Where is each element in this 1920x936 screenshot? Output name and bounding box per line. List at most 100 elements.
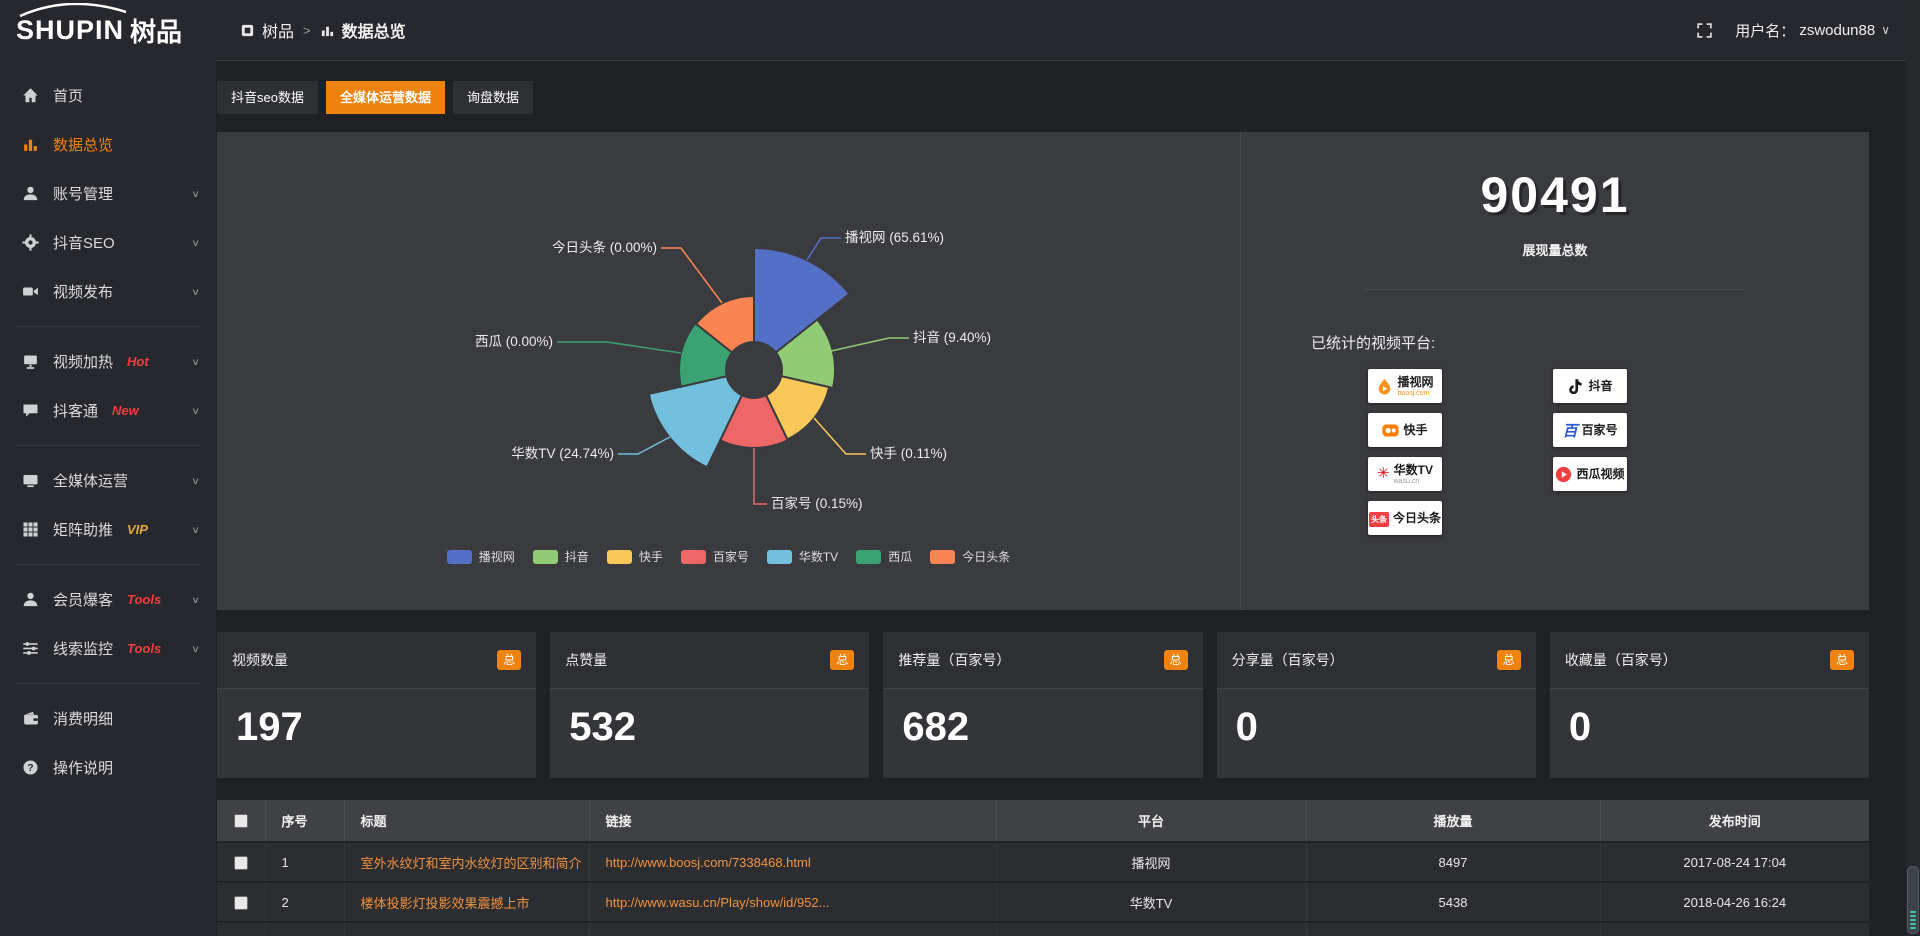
cell-title[interactable]: 室外水纹灯和室内水纹灯的区别和简介	[344, 841, 590, 882]
pie-label-line	[557, 341, 682, 354]
chart-legend: 播视网 抖音 快手 百家号 华数TV 西瓜 今日头条	[217, 548, 1240, 565]
impressions-summary: 90491 展现量总数 已统计的视频平台: 播视网 boosj.com 抖音 快手 百百…	[1240, 132, 1869, 610]
sidebar-item-douketong[interactable]: 抖客通 New ∨	[0, 386, 216, 435]
xigua-logo-icon	[1555, 466, 1572, 483]
cell-index: 1	[265, 841, 345, 882]
sidebar-item-label: 线索监控	[53, 641, 114, 658]
pie-slice-今日头条[interactable]	[694, 294, 755, 354]
cell-title[interactable]	[344, 921, 590, 936]
logo-text-en: SHUPIN	[16, 15, 125, 45]
pie-label: 快手 (0.11%)	[870, 446, 947, 461]
sidebar-item-video-heat[interactable]: 视频加热 Hot ∨	[0, 337, 216, 386]
chevron-down-icon: ∨	[191, 474, 200, 487]
wallet-icon	[22, 710, 39, 727]
cell-plays: 8497	[1306, 841, 1601, 882]
sidebar-item-data-overview[interactable]: 数据总览	[0, 120, 216, 169]
breadcrumb: 树品 > 数据总览	[240, 18, 406, 42]
pie-label: 百家号 (0.15%)	[771, 495, 863, 511]
breadcrumb-item-root[interactable]: 树品	[262, 24, 295, 41]
legend-label: 今日头条	[962, 550, 1011, 564]
user-icon	[22, 185, 39, 202]
select-all-checkbox[interactable]	[233, 814, 248, 829]
scrollbar-thumb[interactable]	[1907, 866, 1919, 934]
username-label: 用户名：	[1735, 22, 1796, 40]
stat-card-title: 点赞量	[565, 652, 608, 668]
sidebar-item-video-publish[interactable]: 视频发布 ∨	[0, 267, 216, 316]
platform-name: 百家号	[1581, 423, 1618, 437]
pie-slice-抖音[interactable]	[774, 318, 836, 390]
scrollbar-stripes	[1910, 909, 1916, 929]
legend-item-快手[interactable]: 快手	[606, 548, 663, 565]
sidebar-item-badge: Tools	[127, 641, 162, 656]
cell-link[interactable]	[589, 921, 997, 936]
sidebar-item-media-ops[interactable]: 全媒体运营 ∨	[0, 456, 216, 505]
legend-item-华数TV[interactable]: 华数TV	[766, 548, 838, 565]
summary-divider	[1365, 289, 1745, 290]
breadcrumb-item-current[interactable]: 数据总览	[341, 24, 406, 41]
sidebar-item-home[interactable]: 首页	[0, 71, 216, 120]
chevron-down-icon: ∨	[191, 593, 200, 606]
sidebar-item-account-manage[interactable]: 账号管理 ∨	[0, 169, 216, 218]
row-checkbox[interactable]	[233, 895, 248, 910]
legend-swatch	[680, 549, 706, 564]
sidebar-divider	[16, 564, 200, 565]
chevron-down-icon: ∨	[191, 187, 200, 200]
legend-item-抖音[interactable]: 抖音	[532, 548, 589, 565]
platform-badge-toutiao: 头条 今日头条	[1368, 501, 1442, 535]
fullscreen-icon[interactable]	[1696, 22, 1713, 39]
tab-1[interactable]: 全媒体运营数据	[325, 81, 445, 114]
stat-card-title: 收藏量（百家号）	[1564, 652, 1677, 668]
gear-icon	[22, 234, 39, 251]
cell-link[interactable]: http://www.boosj.com/7338468.html	[589, 841, 997, 882]
row-select-cell	[217, 841, 266, 882]
legend-item-播视网[interactable]: 播视网	[446, 548, 515, 565]
overview-panel: 播视网 (65.61%) 抖音 (9.40%) 快手 (0.11%) 百家号 (0.1…	[217, 132, 1869, 610]
legend-item-西瓜[interactable]: 西瓜	[856, 548, 912, 565]
platform-badge-wasu: ✳ 华数TV wasu.cn	[1368, 457, 1442, 491]
chevron-down-icon: ∨	[191, 355, 200, 368]
wasu-logo-icon: ✳	[1377, 465, 1390, 482]
chart-icon	[22, 136, 39, 153]
chevron-down-icon: ∨	[191, 404, 200, 417]
logo[interactable]: SHUPIN 树品	[0, 0, 216, 61]
platform-name: 抖音	[1588, 379, 1613, 393]
pie-slice-播视网[interactable]	[753, 246, 851, 354]
sidebar-item-douyin-seo[interactable]: 抖音SEO ∨	[0, 218, 216, 267]
stat-card-4: 收藏量（百家号） 总 0	[1549, 632, 1870, 778]
row-select-cell	[217, 921, 266, 936]
legend-item-百家号[interactable]: 百家号	[680, 548, 749, 565]
stat-cards: 视频数量总 197 点赞量总 532 推荐量（百家号）总 682 分享量（百家号）总 0 收藏量…	[217, 632, 1870, 778]
legend-label: 快手	[638, 550, 663, 564]
sidebar-item-expense-detail[interactable]: 消费明细	[0, 694, 216, 743]
pie-svg: 播视网 (65.61%) 抖音 (9.40%) 快手 (0.11%) 百家号 (0.1…	[475, 230, 991, 511]
monitor-icon	[22, 472, 39, 489]
pie-label: 华数TV (24.74%)	[511, 446, 614, 461]
sidebar-item-matrix-boost[interactable]: 矩阵助推 VIP ∨	[0, 505, 216, 554]
cell-title[interactable]: 楼体投影灯投影效果震撼上市	[344, 881, 590, 922]
cell-platform: 播视网	[996, 841, 1307, 882]
platform-name: 今日头条	[1392, 511, 1441, 525]
platform-badge-xigua: 西瓜视频	[1553, 457, 1627, 491]
sidebar-item-help[interactable]: ? 操作说明	[0, 743, 216, 792]
table-header-row: 序号 标题 链接 平台 播放量 发布时间	[217, 800, 1869, 842]
legend-item-今日头条[interactable]: 今日头条	[930, 548, 1010, 565]
scrollbar[interactable]	[1906, 0, 1920, 936]
cell-link[interactable]: http://www.wasu.cn/Play/show/id/952...	[589, 881, 997, 922]
user-dropdown[interactable]: 用户名： zswodun88 ∨	[1735, 20, 1890, 41]
legend-swatch	[766, 549, 792, 564]
data-tabs: 抖音seo数据 全媒体运营数据 询盘数据	[217, 81, 1869, 114]
sidebar-divider	[16, 326, 200, 327]
sidebar-item-lead-monitor[interactable]: 线索监控 Tools ∨	[0, 624, 216, 673]
platform-badges: 播视网 boosj.com 抖音 快手 百百家号 ✳ 华数TV wasu.cn 西瓜视频 头条 今日…	[1368, 369, 1869, 535]
pie-slice-华数TV[interactable]	[647, 375, 744, 469]
sidebar-item-member-burst[interactable]: 会员爆客 Tools ∨	[0, 575, 216, 624]
topbar-right: 用户名： zswodun88 ∨	[1696, 20, 1890, 41]
stat-card-title: 分享量（百家号）	[1231, 652, 1344, 668]
stat-card-2: 推荐量（百家号） 总 682	[883, 632, 1203, 778]
tab-0[interactable]: 抖音seo数据	[217, 81, 318, 114]
row-checkbox[interactable]	[233, 855, 248, 870]
tab-2[interactable]: 询盘数据	[452, 81, 533, 114]
member-icon	[22, 591, 39, 608]
main-content: 抖音seo数据 全媒体运营数据 询盘数据 播视网 (65.61%) 抖音 (9.40%…	[217, 81, 1870, 936]
legend-label: 抖音	[564, 550, 589, 564]
